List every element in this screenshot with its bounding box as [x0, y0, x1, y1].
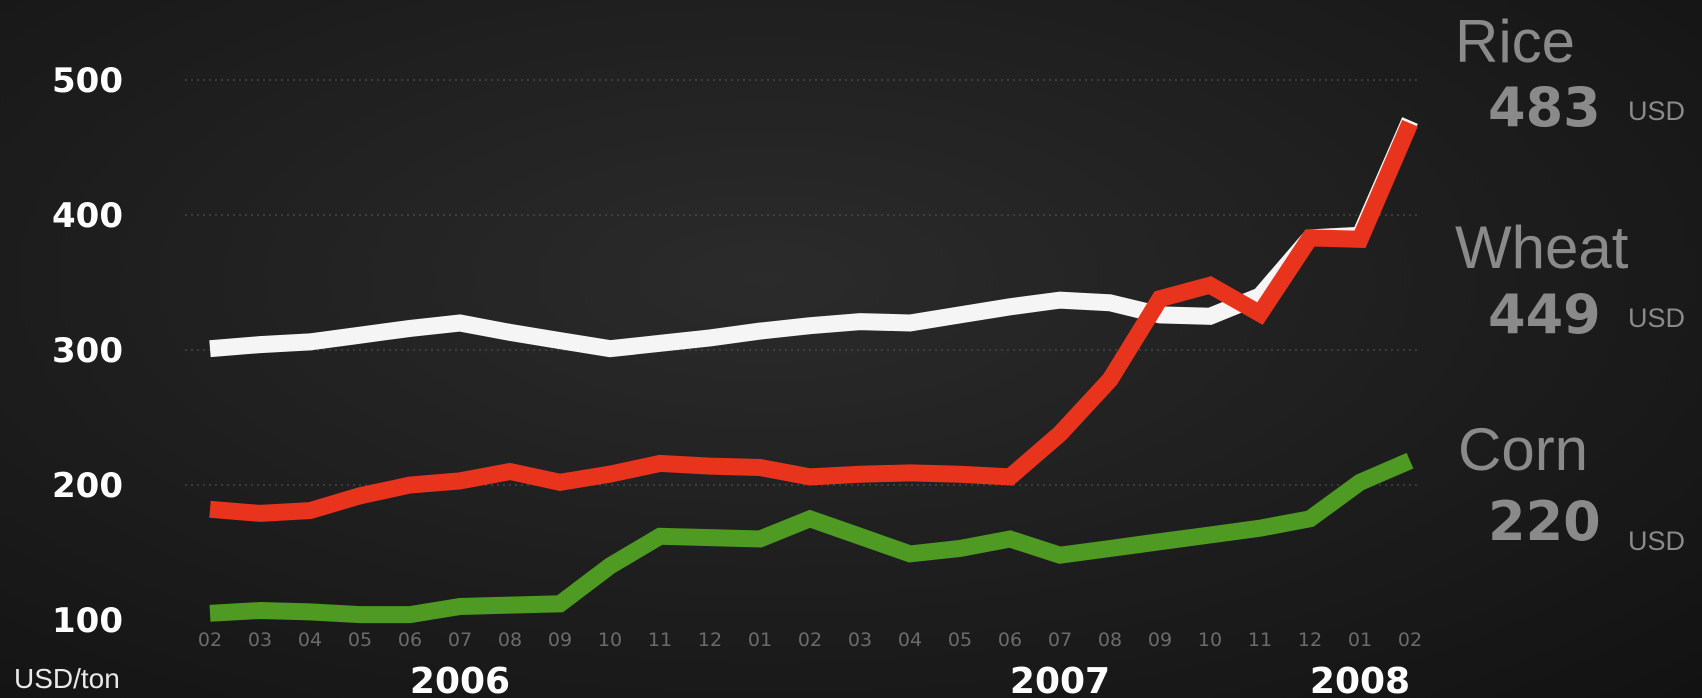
x-tick-label: 09 — [548, 629, 572, 651]
x-tick-label: 08 — [1098, 629, 1122, 651]
series-unit-rice: USD — [1628, 96, 1685, 126]
x-tick-label: 03 — [848, 629, 872, 651]
y-tick-label: 400 — [52, 196, 123, 236]
x-tick-label: 08 — [498, 629, 522, 651]
y-tick-label: 100 — [52, 601, 123, 641]
x-tick-label: 12 — [698, 629, 722, 651]
x-tick-label: 02 — [798, 629, 822, 651]
series-unit-corn: USD — [1628, 526, 1685, 556]
y-tick-label: 300 — [52, 331, 123, 371]
series-value-rice: 483 — [1488, 76, 1601, 139]
x-tick-label: 11 — [1248, 629, 1272, 651]
x-tick-label: 06 — [998, 629, 1022, 651]
x-tick-label: 01 — [1348, 629, 1372, 651]
x-tick-label: 07 — [1048, 629, 1072, 651]
year-label-2006: 2006 — [410, 661, 510, 698]
x-tick-label: 05 — [948, 629, 972, 651]
year-label-2008: 2008 — [1310, 661, 1410, 698]
year-label-2007: 2007 — [1010, 661, 1110, 698]
series-value-corn: 220 — [1488, 490, 1601, 553]
x-tick-label: 03 — [248, 629, 272, 651]
series-label-wheat: Wheat — [1455, 214, 1629, 281]
y-tick-label: 500 — [52, 61, 123, 101]
x-tick-label: 12 — [1298, 629, 1322, 651]
series-value-wheat: 449 — [1488, 283, 1601, 346]
x-tick-label: 04 — [298, 629, 322, 651]
x-tick-label: 07 — [448, 629, 472, 651]
series-line-corn — [209, 452, 1414, 624]
series-line-rice — [209, 117, 1418, 358]
y-tick-label: 200 — [52, 466, 123, 506]
x-tick-label: 04 — [898, 629, 922, 651]
x-tick-label: 05 — [348, 629, 372, 651]
x-tick-label: 02 — [1398, 629, 1422, 651]
x-tick-label: 01 — [748, 629, 772, 651]
series-label-rice: Rice — [1455, 8, 1575, 75]
y-axis-unit-label: USD/ton — [14, 663, 120, 694]
x-tick-label: 10 — [598, 629, 622, 651]
x-tick-label: 11 — [648, 629, 672, 651]
series-unit-wheat: USD — [1628, 303, 1685, 333]
x-tick-label: 10 — [1198, 629, 1222, 651]
series-line-wheat — [209, 119, 1418, 522]
x-tick-label: 06 — [398, 629, 422, 651]
x-tick-label: 09 — [1148, 629, 1172, 651]
x-tick-label: 02 — [198, 629, 222, 651]
series-label-corn: Corn — [1458, 416, 1588, 483]
